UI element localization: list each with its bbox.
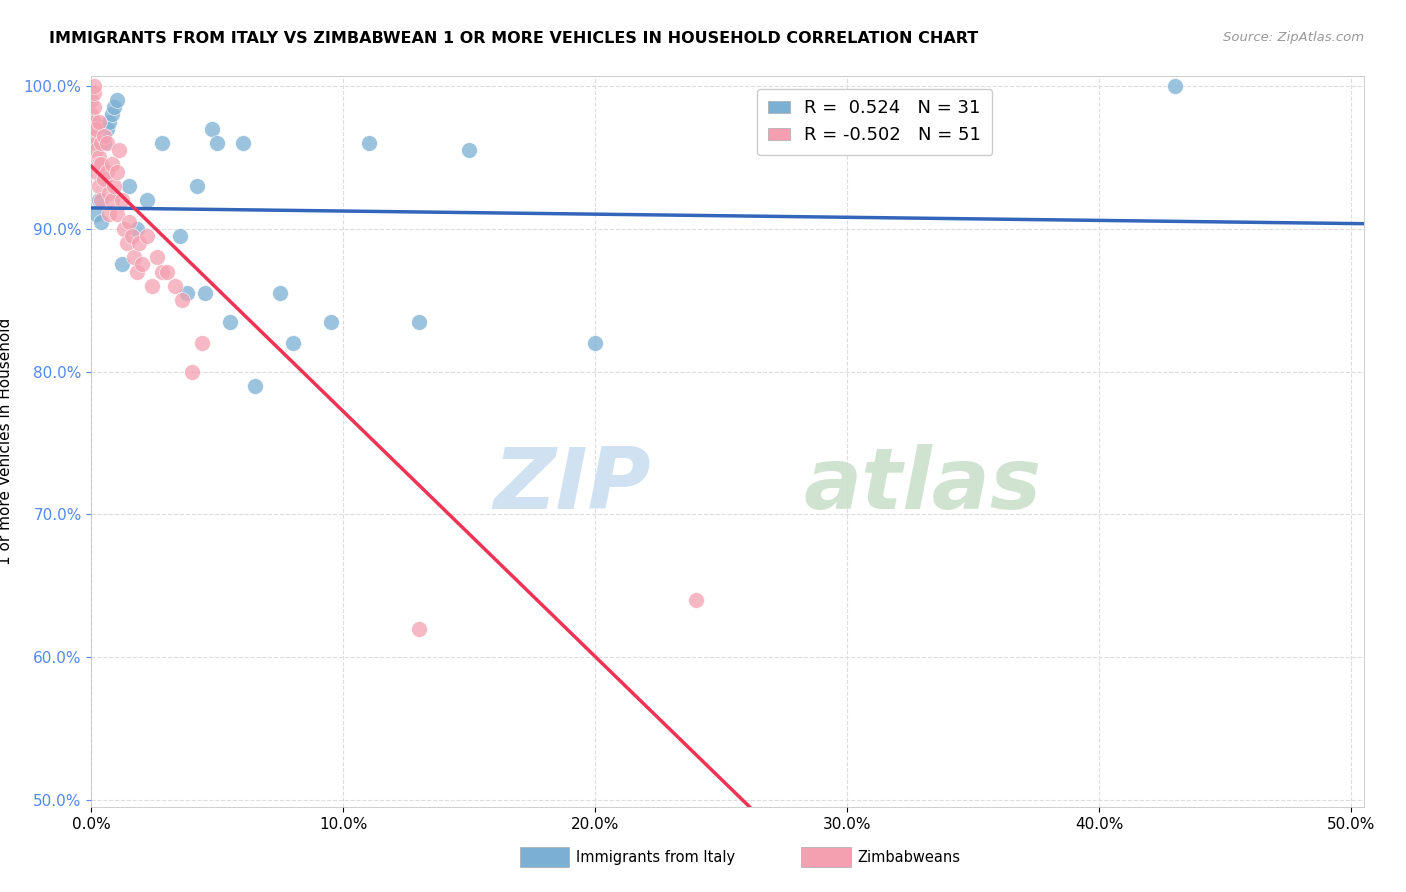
Point xyxy=(128,235,150,250)
Point xyxy=(219,314,242,328)
Y-axis label: 1 or more Vehicles in Household: 1 or more Vehicles in Household xyxy=(0,318,13,566)
Point xyxy=(86,121,108,136)
Point xyxy=(80,93,103,107)
Point xyxy=(118,214,141,228)
Point xyxy=(408,622,430,636)
Point xyxy=(125,264,148,278)
Legend: R =  0.524   N = 31, R = -0.502   N = 51: R = 0.524 N = 31, R = -0.502 N = 51 xyxy=(758,88,993,155)
Point xyxy=(105,207,128,221)
Point xyxy=(194,285,217,300)
Point xyxy=(150,136,173,150)
Point xyxy=(207,136,229,150)
Text: Zimbabweans: Zimbabweans xyxy=(858,850,960,864)
Point xyxy=(83,128,105,143)
Point xyxy=(121,228,143,243)
Point xyxy=(98,186,121,200)
Point xyxy=(191,335,214,350)
Point xyxy=(86,136,108,150)
Point xyxy=(87,150,110,164)
Point xyxy=(100,193,122,207)
Point xyxy=(112,221,135,235)
Point xyxy=(111,257,134,271)
Point xyxy=(176,285,198,300)
Point xyxy=(86,207,108,221)
Point xyxy=(103,178,125,193)
Point xyxy=(100,107,122,121)
Point xyxy=(135,193,157,207)
Point xyxy=(186,178,208,193)
Text: atlas: atlas xyxy=(804,444,1042,527)
Point xyxy=(83,121,105,136)
Point xyxy=(172,293,194,307)
Point xyxy=(87,114,110,128)
Point xyxy=(108,143,131,157)
Point xyxy=(87,178,110,193)
Point xyxy=(269,285,291,300)
Point xyxy=(90,193,112,207)
Point xyxy=(98,114,121,128)
Point xyxy=(357,136,380,150)
Point xyxy=(131,257,153,271)
Point xyxy=(96,164,118,178)
Point xyxy=(83,100,105,114)
Point xyxy=(141,278,163,293)
Text: Immigrants from Italy: Immigrants from Italy xyxy=(576,850,735,864)
Point xyxy=(86,164,108,178)
Point xyxy=(122,250,145,264)
Point xyxy=(281,335,304,350)
Point xyxy=(146,250,169,264)
Text: ZIP: ZIP xyxy=(494,444,651,527)
Point xyxy=(93,136,115,150)
Point xyxy=(100,157,122,171)
Point xyxy=(115,235,138,250)
Point xyxy=(105,164,128,178)
Point xyxy=(201,121,224,136)
Point xyxy=(80,107,103,121)
Point xyxy=(319,314,342,328)
Point xyxy=(408,314,430,328)
Text: IMMIGRANTS FROM ITALY VS ZIMBABWEAN 1 OR MORE VEHICLES IN HOUSEHOLD CORRELATION : IMMIGRANTS FROM ITALY VS ZIMBABWEAN 1 OR… xyxy=(49,31,979,46)
Point xyxy=(111,193,134,207)
Point xyxy=(150,264,173,278)
Point xyxy=(93,128,115,143)
Point xyxy=(87,157,110,171)
Point xyxy=(458,143,481,157)
Point xyxy=(103,100,125,114)
Point xyxy=(90,136,112,150)
Point xyxy=(156,264,179,278)
Point xyxy=(583,335,606,350)
Point xyxy=(90,214,112,228)
Point xyxy=(105,93,128,107)
Point xyxy=(135,228,157,243)
Point xyxy=(232,136,254,150)
Point xyxy=(118,178,141,193)
Point xyxy=(83,114,105,128)
Point xyxy=(96,121,118,136)
Point xyxy=(163,278,186,293)
Point xyxy=(125,221,148,235)
Point xyxy=(243,379,266,393)
Point xyxy=(96,136,118,150)
Point xyxy=(169,228,191,243)
Point xyxy=(1164,78,1187,93)
Point xyxy=(93,171,115,186)
Point xyxy=(83,78,105,93)
Point xyxy=(181,365,204,379)
Point xyxy=(685,593,707,607)
Text: Source: ZipAtlas.com: Source: ZipAtlas.com xyxy=(1223,31,1364,45)
Point xyxy=(86,143,108,157)
Point xyxy=(90,157,112,171)
Point xyxy=(87,193,110,207)
Point xyxy=(83,86,105,100)
Point xyxy=(98,207,121,221)
